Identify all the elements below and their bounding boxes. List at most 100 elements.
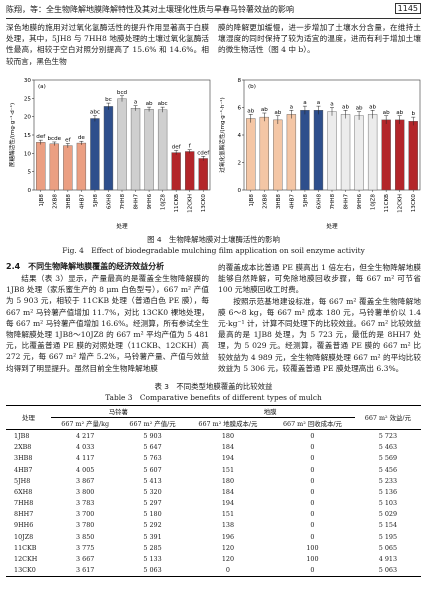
table-cell: 3 775: [76, 543, 95, 552]
bar: [185, 151, 195, 191]
table-title-en: Table 3 Comparative benefits of differen…: [105, 393, 322, 402]
bar: [103, 106, 114, 191]
table-cell: 4 033: [76, 443, 95, 452]
y-tick-label: 30: [24, 78, 32, 84]
significance-letter: a: [303, 100, 306, 106]
significance-letter: a: [134, 100, 137, 106]
row-label: 2XB8: [14, 443, 32, 452]
x-tick-label: 9HH6: [357, 194, 363, 210]
table-row: 1JB8 4 217 5 903 180 0 5 723: [6, 430, 421, 442]
table-cell: 4 005: [76, 465, 95, 474]
significance-letter: bcde: [47, 136, 61, 142]
table-body: 1JB8 4 217 5 903 180 0 5 723 2XB8 4 033 5 647 184…: [6, 430, 421, 577]
row-label: 10JZ8: [14, 532, 34, 541]
x-tick-label: 1JB8: [249, 194, 255, 207]
row-label: 5JH8: [14, 476, 31, 485]
bar: [90, 118, 100, 191]
bar: [286, 114, 297, 191]
table-cell: 3 800: [76, 487, 95, 496]
significance-letter: bc: [105, 97, 112, 103]
page-number: 1145: [394, 3, 421, 14]
table-cell: 194: [221, 454, 235, 463]
bar: [171, 152, 181, 191]
x-tick-label: 5JH8: [303, 194, 309, 207]
bar: [273, 119, 283, 191]
bar: [354, 115, 364, 191]
table-cell: 100: [306, 543, 319, 552]
header-group: 地膜: [185, 404, 355, 419]
bar: [49, 143, 59, 191]
row-label: 13CK0: [6, 564, 51, 577]
x-tick-label: 10JZ8: [371, 194, 377, 211]
table-row: 9HH6 3 780 5 292 138 0 5 154: [6, 520, 421, 531]
table-row: 8HH7 3 700 5 180 151 0 5 029: [6, 509, 421, 520]
bar: [340, 114, 351, 191]
header-group: 马铃薯: [50, 404, 186, 419]
table-cell: 5 413: [143, 476, 162, 485]
table-cell: 3 700: [76, 510, 95, 519]
y-axis-label: 蔗糖酶活性/(mg·g⁻¹·d⁻¹): [8, 103, 16, 167]
x-tick-label: 8HH7: [344, 194, 350, 210]
header-cell: 667 m² 产量/kg: [50, 417, 120, 431]
y-tick-label: 2: [237, 161, 241, 167]
table-cell: 0: [310, 454, 315, 463]
significance-letter: ab: [274, 110, 281, 116]
table-cell: 120: [221, 555, 235, 564]
y-tick-label: 0: [237, 188, 241, 194]
header-cell: 667 m² 回收成本/元: [270, 417, 355, 431]
table-cell: 180: [221, 431, 235, 440]
table-cell: 5 297: [143, 499, 162, 508]
running-title: 陈翔，等：全生物降解地膜降解特性及其对土壤理化性质与旱春马铃薯效益的影响: [6, 5, 294, 14]
bar: [144, 109, 154, 191]
table: 处理 马铃薯 地膜 667 m² 效益/元 667 m² 产量/kg 667 m…: [6, 404, 421, 577]
paragraph: 按照示范基地建设标准，每 667 m² 覆盖全生物降解地膜 6～8 kg，每 6…: [218, 296, 421, 373]
bar: [408, 121, 418, 191]
significance-letter: abc: [90, 110, 100, 116]
table-row: 3HB8 4 117 5 763 194 0 5 569: [6, 453, 421, 464]
figure-caption-en: Fig. 4 Effect of biodegradable mulching …: [62, 246, 365, 255]
table-row: 4HB7 4 005 5 607 151 0 5 456: [6, 464, 421, 475]
significance-letter: ab: [383, 110, 390, 116]
table-cell: 0: [270, 564, 355, 577]
row-label: 6XH8: [14, 487, 33, 496]
table-cell: 5 285: [143, 543, 162, 552]
table-row: 12CKH 3 667 5 133 120 100 4 913: [6, 553, 421, 564]
bar: [117, 98, 127, 191]
table-row: 7HH8 3 783 5 297 194 0 5 103: [6, 498, 421, 509]
bar: [327, 111, 337, 191]
table-cell: 5 063: [354, 564, 421, 577]
x-tick-label: 6XH8: [106, 194, 112, 210]
significance-letter: ab: [369, 104, 376, 110]
table-cell: 0: [310, 465, 315, 474]
x-tick-label: 4HB7: [79, 194, 85, 210]
significance-letter: cdef: [197, 150, 210, 156]
significance-letter: def: [36, 134, 46, 140]
significance-letter: abc: [158, 101, 168, 107]
table-cell: 5 607: [143, 465, 162, 474]
table-cell: 196: [221, 532, 235, 541]
panel-label: (a): [38, 84, 46, 90]
significance-letter: ab: [247, 108, 254, 114]
y-tick-label: 8: [237, 78, 241, 84]
table-cell: 120: [221, 543, 235, 552]
bar: [313, 110, 324, 191]
bar: [246, 118, 256, 191]
significance-letter: ab: [356, 106, 363, 112]
bar: [381, 119, 391, 191]
bar: [198, 158, 208, 191]
y-tick-label: 20: [24, 115, 32, 121]
row-label: 1JB8: [14, 431, 30, 440]
row-label: 7HH8: [14, 499, 34, 508]
y-tick-label: 5: [27, 170, 31, 176]
x-tick-label: 11CKB: [174, 194, 180, 213]
table-cell: 151: [221, 510, 235, 519]
table-cell: 184: [221, 443, 235, 452]
significance-letter: a: [330, 102, 333, 108]
x-tick-label: 3HB8: [66, 194, 72, 210]
bar: [395, 119, 405, 191]
table-cell: 5 154: [378, 521, 398, 530]
table-cell: 194: [221, 499, 235, 508]
table-cell: 5 320: [143, 487, 162, 496]
